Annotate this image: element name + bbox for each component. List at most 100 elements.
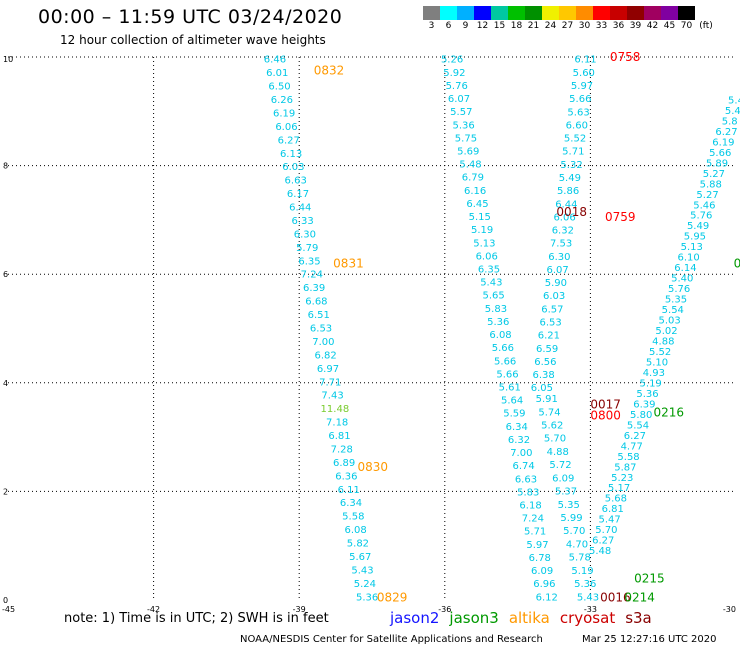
- swh-value: 5.66: [494, 356, 516, 367]
- swh-value: 5.87: [614, 462, 636, 473]
- x-tick-label: -42: [147, 605, 160, 614]
- swh-value: 5.13: [681, 242, 703, 253]
- swh-value: 4.88: [652, 337, 674, 348]
- swh-value: 4.77: [621, 441, 643, 452]
- color-scale-label: 27: [561, 21, 574, 31]
- swh-value: 5.72: [549, 460, 571, 471]
- swh-value: 5.36: [356, 592, 378, 603]
- color-scale-label: 36: [612, 21, 625, 31]
- swh-value: 7.71: [319, 377, 341, 388]
- swh-value: 4.70: [566, 539, 588, 550]
- swh-value: 6.19: [273, 108, 295, 119]
- swh-value: 6.53: [539, 318, 561, 329]
- swh-value: 4.88: [547, 447, 569, 458]
- swh-value: 6.30: [294, 229, 316, 240]
- swh-value: 6.11: [338, 485, 360, 496]
- swh-value: 5.60: [573, 68, 595, 79]
- swh-value: 5.43: [577, 592, 599, 603]
- swh-value: 5.19: [640, 378, 662, 389]
- swh-value: 5.46: [693, 200, 715, 211]
- swh-value: 5.27: [696, 190, 718, 201]
- swh-value: 5.71: [524, 527, 546, 538]
- swh-value: 6.97: [317, 364, 339, 375]
- swh-value: 5.36: [487, 317, 509, 328]
- color-swatch: [457, 6, 474, 20]
- color-scale-label: 6: [445, 21, 452, 31]
- swh-value: 6.79: [462, 173, 484, 184]
- pass-time-label: 0215: [634, 571, 665, 585]
- swh-value: 7.43: [321, 391, 343, 402]
- swh-value: 5.49: [559, 173, 581, 184]
- swh-value: 5.02: [655, 326, 677, 337]
- swh-value: 6.14: [674, 263, 696, 274]
- color-swatch: [559, 6, 576, 20]
- swh-value: 5.54: [662, 305, 684, 316]
- swh-value: 5.27: [703, 169, 725, 180]
- swh-value: 6.06: [275, 122, 297, 133]
- color-swatch: [678, 6, 695, 20]
- swh-value: 6.08: [344, 525, 366, 536]
- swh-value: 6.10: [677, 253, 699, 264]
- swh-value: 6.18: [519, 501, 541, 512]
- swh-value: 11.48: [321, 404, 350, 415]
- swh-value: 6.34: [340, 498, 362, 509]
- swh-value: 7.28: [331, 444, 353, 455]
- color-scale-label: 18: [510, 21, 523, 31]
- swh-value: 5.48: [589, 546, 611, 557]
- swh-value: 5.48: [459, 160, 481, 171]
- swh-value: 5.79: [296, 243, 318, 254]
- swh-value: 5.99: [560, 513, 582, 524]
- swh-value: 5.65: [482, 291, 504, 302]
- swh-value: 6.44: [289, 203, 311, 214]
- color-scale-label: 24: [544, 21, 557, 31]
- color-swatch: [644, 6, 661, 20]
- swh-value: 5.76: [446, 81, 468, 92]
- pass-time-label: 0016: [600, 590, 631, 604]
- color-scale-label: 39: [629, 21, 642, 31]
- swh-value: 6.51: [308, 310, 330, 321]
- color-swatch: [593, 6, 610, 20]
- swh-value: 6.27: [592, 536, 614, 547]
- swh-value: 6.11: [574, 55, 596, 66]
- color-swatch: [491, 6, 508, 20]
- swh-value: 6.07: [448, 94, 470, 105]
- swh-value: 5.97: [571, 81, 593, 92]
- swh-value: 6.05: [531, 383, 553, 394]
- swh-value: 5.67: [349, 552, 371, 563]
- y-tick-label: 4: [3, 379, 8, 388]
- swh-value: 6.08: [489, 330, 511, 341]
- color-scale-label: 15: [493, 21, 506, 31]
- y-tick-label: 0: [3, 596, 8, 605]
- pass-time-label: 0017: [590, 398, 621, 412]
- swh-value: 5.78: [569, 553, 591, 564]
- swh-value: 6.78: [529, 553, 551, 564]
- swh-value: 6.13: [280, 149, 302, 160]
- swh-value: 6.07: [546, 265, 568, 276]
- satellite-legend: jason2 jason3 altika cryosat s3a: [390, 609, 662, 627]
- x-tick-label: -33: [584, 605, 597, 614]
- color-scale-label: 21: [527, 21, 540, 31]
- color-scale-label: 70: [680, 21, 693, 31]
- swh-value: 4.93: [643, 368, 665, 379]
- pass-time-label: 0831: [333, 256, 364, 270]
- swh-value: 5.66: [496, 369, 518, 380]
- color-swatch: [474, 6, 491, 20]
- pass-time-label: 0829: [377, 590, 408, 604]
- color-swatch: [576, 6, 593, 20]
- swh-value: 6.19: [712, 137, 734, 148]
- legend-cryosat: cryosat: [559, 609, 616, 627]
- swh-value: 6.26: [271, 95, 293, 106]
- swh-value: 5.35: [665, 295, 687, 306]
- swh-value: 5.57: [450, 107, 472, 118]
- swh-value: 6.16: [464, 186, 486, 197]
- swh-value: 5.36: [452, 120, 474, 131]
- swh-value: 6.63: [515, 474, 537, 485]
- legend-jason2: jason2: [390, 609, 440, 627]
- pass-time-label: 0830: [357, 460, 388, 474]
- swh-value: 6.27: [278, 135, 300, 146]
- swh-value: 5.76: [690, 211, 712, 222]
- color-swatch: [661, 6, 678, 20]
- swh-value: 6.39: [633, 399, 655, 410]
- swh-value: 5.23: [611, 473, 633, 484]
- swh-value: 6.27: [715, 127, 737, 138]
